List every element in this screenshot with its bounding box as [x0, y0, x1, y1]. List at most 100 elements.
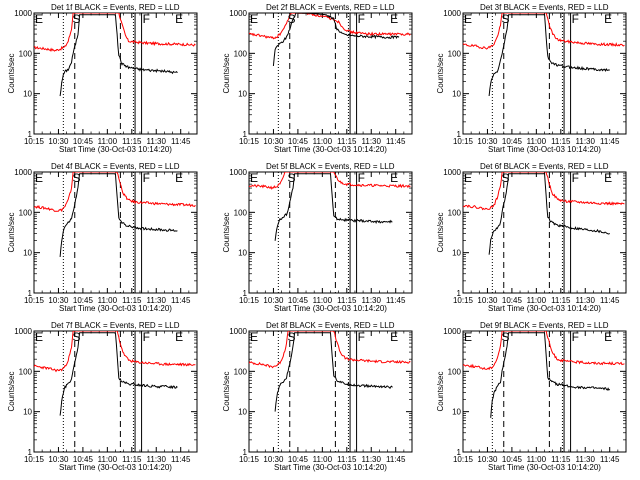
plot-frame	[248, 171, 413, 294]
x-axis-label: Start Time (30-Oct-03 10:14:20)	[488, 304, 601, 313]
plot-frame	[462, 12, 627, 135]
lld-series-line	[463, 331, 625, 371]
x-tick-label: 11:00	[98, 455, 118, 464]
x-tick-label: 10:15	[24, 137, 45, 146]
x-tick-label: 11:15	[337, 137, 357, 146]
events-series-line	[488, 172, 610, 255]
events-series-line	[59, 173, 178, 257]
x-axis-label: Start Time (30-Oct-03 10:14:20)	[59, 304, 172, 313]
x-tick-label: 10:45	[73, 296, 94, 305]
x-tick-label: 10:30	[263, 296, 284, 305]
events-series-line	[488, 13, 610, 97]
y-tick-label: 1000	[443, 9, 461, 18]
panel-9: Det 9f BLACK = Events, RED = LLD 1 10 100 10…	[436, 321, 627, 472]
events-series-line	[490, 332, 611, 418]
event-marker-label: E	[390, 12, 398, 26]
x-tick-label: 10:15	[239, 296, 260, 305]
event-marker-label: E	[604, 171, 612, 185]
y-tick-label: 100	[234, 208, 248, 217]
x-tick-label: 11:15	[551, 296, 571, 305]
y-axis-label: Counts/sec	[7, 212, 16, 252]
x-tick-label: 11:15	[122, 137, 142, 146]
x-tick-label: 11:45	[171, 296, 191, 305]
panel-title: Det 2f BLACK = Events, RED = LLD	[266, 3, 395, 12]
y-tick-label: 10	[238, 249, 247, 258]
y-tick-label: 100	[234, 367, 248, 376]
panel-6: Det 6f BLACK = Events, RED = LLD 1 10 100 10…	[436, 162, 627, 313]
event-marker-label: E	[250, 330, 258, 344]
event-marker-label: E	[390, 171, 398, 185]
x-tick-label: 10:30	[477, 137, 498, 146]
x-tick-label: 11:00	[527, 296, 547, 305]
panel-title: Det 8f BLACK = Events, RED = LLD	[266, 321, 395, 330]
x-tick-label: 10:15	[239, 137, 260, 146]
x-tick-label: 11:15	[122, 296, 142, 305]
x-tick-label: 11:45	[386, 455, 406, 464]
y-tick-label: 1	[243, 130, 248, 139]
x-tick-label: 10:15	[239, 455, 260, 464]
panel-title: Det 6f BLACK = Events, RED = LLD	[480, 162, 609, 171]
plot-frame	[33, 171, 198, 294]
y-tick-label: 1000	[443, 327, 461, 336]
event-marker-label: E	[175, 12, 183, 26]
event-marker-label: S	[287, 330, 295, 344]
event-marker-label: E	[464, 12, 472, 26]
y-tick-label: 100	[448, 208, 462, 217]
y-tick-label: 100	[19, 49, 33, 58]
x-tick-label: 11:45	[600, 296, 620, 305]
x-axis-label: Start Time (30-Oct-03 10:14:20)	[274, 145, 387, 154]
y-tick-label: 1	[457, 130, 462, 139]
panel-title: Det 1f BLACK = Events, RED = LLD	[51, 3, 180, 12]
panel-5: Det 5f BLACK = Events, RED = LLD 1 10 100 10…	[222, 162, 413, 313]
event-marker-label: F	[572, 171, 579, 185]
x-tick-label: 10:15	[24, 296, 45, 305]
event-marker-label: F	[143, 12, 150, 26]
y-axis-label: Counts/sec	[436, 371, 445, 411]
lld-series-line	[249, 13, 411, 40]
x-tick-label: 11:30	[576, 137, 596, 146]
event-marker-label: F	[358, 12, 365, 26]
panel-title: Det 9f BLACK = Events, RED = LLD	[480, 321, 609, 330]
events-series-line	[272, 13, 400, 67]
event-marker-label: F	[572, 330, 579, 344]
x-tick-label: 11:45	[171, 455, 191, 464]
event-marker-label: E	[464, 330, 472, 344]
y-tick-label: 1000	[14, 168, 32, 177]
panel-1: Det 1f BLACK = Events, RED = LLD 1 10 100 10…	[7, 3, 198, 154]
plot-frame	[462, 330, 627, 453]
y-tick-label: 100	[19, 367, 33, 376]
x-tick-label: 10:45	[502, 296, 523, 305]
x-tick-label: 11:45	[171, 137, 191, 146]
x-tick-label: 10:45	[73, 455, 94, 464]
x-tick-label: 10:30	[48, 455, 69, 464]
x-tick-label: 11:00	[98, 137, 118, 146]
y-tick-label: 1	[243, 448, 248, 457]
lld-series-line	[34, 331, 196, 373]
y-tick-label: 10	[23, 408, 32, 417]
x-tick-label: 11:30	[147, 455, 167, 464]
x-tick-label: 11:30	[147, 137, 167, 146]
y-tick-label: 10	[238, 90, 247, 99]
event-marker-label: E	[390, 330, 398, 344]
x-axis-label: Start Time (30-Oct-03 10:14:20)	[274, 463, 387, 472]
events-series-line	[274, 332, 393, 412]
x-tick-label: 11:45	[386, 296, 406, 305]
x-tick-label: 11:45	[600, 137, 620, 146]
lld-series-line	[249, 331, 411, 369]
event-marker-label: S	[72, 171, 80, 185]
y-tick-label: 10	[452, 90, 461, 99]
x-tick-label: 10:45	[288, 137, 309, 146]
y-tick-label: 1	[457, 289, 462, 298]
x-tick-label: 11:45	[600, 455, 620, 464]
y-tick-label: 10	[452, 249, 461, 258]
x-tick-label: 11:00	[313, 137, 333, 146]
x-tick-label: 10:45	[288, 296, 309, 305]
event-marker-label: S	[501, 330, 509, 344]
panel-title: Det 5f BLACK = Events, RED = LLD	[266, 162, 395, 171]
y-axis-label: Counts/sec	[222, 53, 231, 93]
event-marker-label: S	[72, 12, 80, 26]
x-tick-label: 10:30	[263, 137, 284, 146]
event-marker-label: F	[358, 171, 365, 185]
x-axis-label: Start Time (30-Oct-03 10:14:20)	[59, 145, 172, 154]
plot-frame	[248, 330, 413, 453]
